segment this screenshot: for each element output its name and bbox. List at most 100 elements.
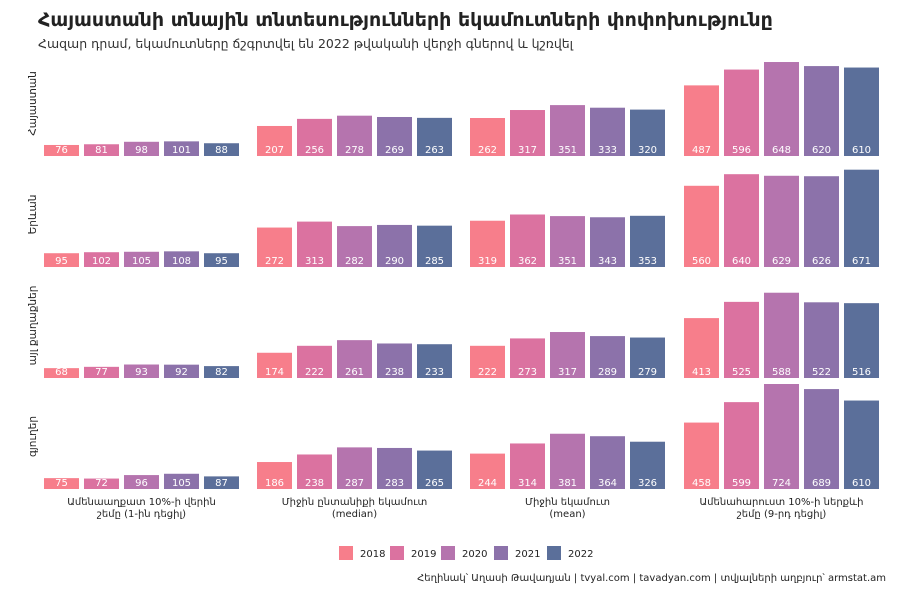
x-tick-label: Ամենաաղքատ 10%-ի վերին	[67, 497, 216, 508]
bar	[630, 337, 665, 378]
data-label: 362	[518, 256, 537, 267]
bar	[510, 110, 545, 156]
data-label: 68	[55, 367, 68, 378]
bar	[164, 141, 199, 156]
bar	[124, 251, 159, 267]
data-label: 261	[345, 367, 364, 378]
bar	[417, 344, 452, 378]
data-label: 458	[692, 478, 711, 489]
data-label: 272	[265, 256, 284, 267]
x-tick-label: Ամենահարուստ 10%-ի ներքևի	[700, 497, 864, 508]
legend-swatch	[390, 546, 404, 560]
legend-label: 2020	[462, 549, 487, 560]
bar	[337, 447, 372, 489]
data-label: 671	[852, 256, 871, 267]
bar	[164, 473, 199, 489]
bar	[257, 462, 292, 489]
bar	[257, 227, 292, 267]
bar	[44, 253, 79, 267]
data-label: 82	[215, 367, 228, 378]
bar	[297, 221, 332, 267]
bar	[337, 226, 372, 267]
bar	[510, 338, 545, 378]
bar	[804, 389, 839, 489]
data-label: 256	[305, 145, 324, 156]
data-label: 265	[425, 478, 444, 489]
legend-label: 2022	[568, 549, 593, 560]
bar	[164, 251, 199, 267]
data-label: 244	[478, 478, 497, 489]
data-label: 351	[558, 145, 577, 156]
bar	[684, 85, 719, 156]
bar	[550, 332, 585, 378]
data-label: 102	[92, 256, 111, 267]
bar	[724, 402, 759, 489]
data-label: 72	[95, 478, 108, 489]
bar	[764, 62, 799, 157]
bar	[844, 169, 879, 267]
bar	[510, 443, 545, 489]
bar	[204, 366, 239, 378]
data-label: 98	[135, 145, 148, 156]
data-label: 525	[732, 367, 751, 378]
bar	[377, 116, 412, 156]
bar	[124, 364, 159, 378]
bar	[470, 345, 505, 378]
bar	[844, 400, 879, 489]
bar	[204, 476, 239, 489]
data-label: 289	[598, 367, 617, 378]
bar	[84, 144, 119, 156]
data-label: 290	[385, 256, 404, 267]
bar	[417, 450, 452, 489]
data-label: 413	[692, 367, 711, 378]
data-label: 326	[638, 478, 657, 489]
bar	[804, 302, 839, 378]
facet-label: Երևան	[27, 195, 39, 235]
bar	[630, 215, 665, 267]
data-label: 96	[135, 478, 148, 489]
data-label: 238	[305, 478, 324, 489]
facet-label: գյուղեր	[27, 416, 39, 457]
legend-label: 2019	[411, 549, 436, 560]
legend-swatch	[547, 546, 561, 560]
bar	[590, 336, 625, 378]
bar	[124, 475, 159, 489]
bar	[804, 66, 839, 156]
bar	[590, 217, 625, 267]
bar	[377, 447, 412, 489]
bar	[684, 318, 719, 378]
bar	[470, 453, 505, 489]
bar	[764, 175, 799, 267]
bar	[44, 478, 79, 489]
data-label: 108	[172, 256, 191, 267]
facet-label: Հայաստան	[27, 71, 39, 136]
bar	[844, 303, 879, 378]
data-label: 317	[558, 367, 577, 378]
data-label: 93	[135, 367, 148, 378]
legend-swatch	[441, 546, 455, 560]
x-tick-label: (median)	[332, 509, 377, 520]
data-label: 689	[812, 478, 831, 489]
data-label: 626	[812, 256, 831, 267]
bar	[377, 224, 412, 267]
bar	[124, 141, 159, 156]
bar	[257, 352, 292, 378]
bar	[550, 216, 585, 267]
data-label: 92	[175, 367, 188, 378]
legend-swatch	[339, 546, 353, 560]
data-label: 343	[598, 256, 617, 267]
data-label: 222	[305, 367, 324, 378]
bar	[44, 144, 79, 156]
data-label: 95	[55, 256, 68, 267]
bar	[44, 368, 79, 378]
data-label: 174	[265, 367, 284, 378]
x-tick-label: (mean)	[549, 509, 585, 520]
data-label: 269	[385, 145, 404, 156]
bar	[204, 253, 239, 267]
data-label: 588	[772, 367, 791, 378]
data-label: 263	[425, 145, 444, 156]
data-label: 95	[215, 256, 228, 267]
bar	[510, 214, 545, 267]
data-label: 364	[598, 478, 617, 489]
data-label: 207	[265, 145, 284, 156]
